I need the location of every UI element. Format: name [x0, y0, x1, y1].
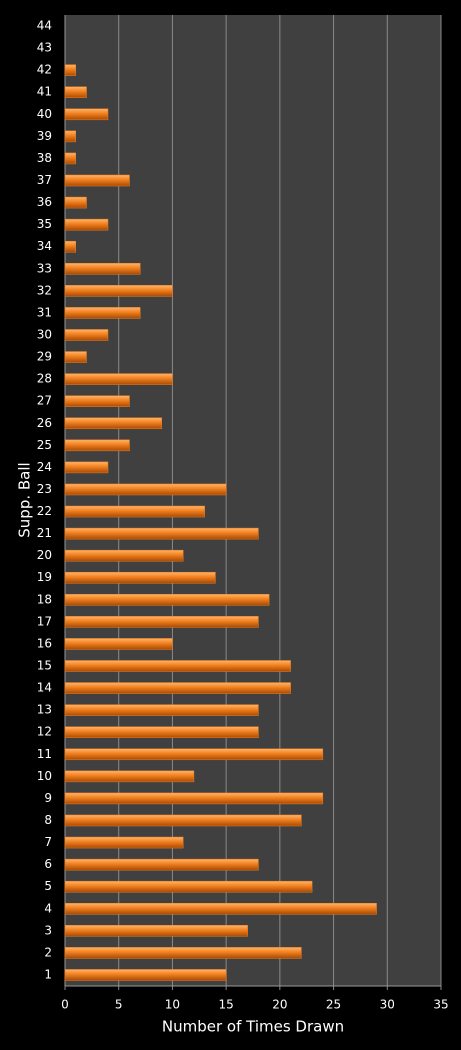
bar — [64, 726, 259, 738]
bar — [64, 64, 76, 76]
y-tick-label: 22 — [37, 504, 52, 518]
y-tick-label: 1 — [44, 967, 52, 981]
bar — [64, 549, 184, 562]
y-tick-label: 43 — [37, 41, 52, 55]
bar — [64, 616, 259, 628]
y-tick-label: 30 — [37, 327, 52, 341]
y-tick-label: 25 — [37, 438, 52, 452]
x-tick-label: 15 — [219, 998, 234, 1012]
bar — [64, 902, 377, 915]
bar — [64, 285, 173, 297]
y-tick-label: 6 — [44, 857, 52, 871]
bar — [64, 130, 76, 143]
x-tick-label: 5 — [115, 998, 123, 1012]
y-tick-label: 12 — [37, 725, 52, 739]
bar — [64, 263, 141, 275]
bar — [64, 174, 130, 187]
y-axis-title: Supp. Ball — [16, 462, 34, 537]
y-tick-label: 36 — [37, 195, 52, 209]
bar — [64, 483, 227, 496]
y-tick-label: 4 — [44, 901, 52, 915]
y-tick-label: 21 — [37, 526, 52, 540]
x-axis-title: Number of Times Drawn — [162, 1018, 344, 1036]
bar — [64, 947, 302, 959]
y-tick-label: 8 — [44, 813, 52, 827]
y-tick-label: 27 — [37, 394, 52, 408]
y-tick-label: 31 — [37, 305, 52, 319]
bar — [64, 240, 76, 253]
bar — [64, 86, 87, 99]
bar — [64, 505, 205, 518]
bar — [64, 880, 313, 893]
y-tick-label: 10 — [37, 769, 52, 783]
bar — [64, 682, 291, 694]
y-tick-label: 16 — [37, 636, 52, 650]
y-tick-label: 19 — [37, 570, 52, 584]
y-tick-label: 7 — [44, 835, 52, 849]
bar — [64, 836, 184, 849]
bar — [64, 814, 302, 827]
y-tick-label: 34 — [37, 239, 52, 253]
bar — [64, 660, 291, 672]
y-tick-label: 33 — [37, 261, 52, 275]
bar — [64, 638, 173, 650]
bar — [64, 152, 76, 165]
bar — [64, 196, 87, 209]
y-tick-label: 2 — [44, 945, 52, 959]
bar — [64, 373, 173, 385]
bar — [64, 461, 109, 474]
bar — [64, 351, 87, 363]
bar — [64, 925, 248, 937]
x-tick-label: 20 — [272, 998, 287, 1012]
bar — [64, 571, 216, 584]
y-tick-label: 37 — [37, 173, 52, 187]
y-tick-label: 23 — [37, 482, 52, 496]
y-tick-label: 13 — [37, 703, 52, 717]
y-tick-label: 26 — [37, 416, 52, 430]
y-tick-label: 35 — [37, 217, 52, 231]
y-tick-label: 28 — [37, 372, 52, 386]
y-tick-label: 40 — [37, 107, 52, 121]
bar — [64, 395, 130, 407]
bar — [64, 594, 270, 606]
bar — [64, 218, 109, 231]
y-tick-label: 39 — [37, 129, 52, 143]
y-tick-label: 20 — [37, 548, 52, 562]
y-tick-label: 14 — [37, 681, 52, 695]
y-tick-label: 38 — [37, 151, 52, 165]
y-tick-label: 42 — [37, 63, 52, 77]
y-tick-label: 29 — [37, 350, 52, 364]
bar — [64, 792, 324, 805]
bar — [64, 307, 141, 319]
bar — [64, 439, 130, 452]
y-tick-label: 5 — [44, 879, 52, 893]
y-tick-label: 15 — [37, 659, 52, 673]
bar — [64, 704, 259, 716]
y-tick-label: 44 — [37, 19, 52, 33]
y-tick-label: 3 — [44, 923, 52, 937]
bar — [64, 527, 259, 540]
bar — [64, 969, 227, 981]
x-tick-label: 25 — [326, 998, 341, 1012]
x-tick-label: 30 — [380, 998, 395, 1012]
bar — [64, 858, 259, 871]
y-tick-label: 32 — [37, 283, 52, 297]
y-tick-label: 24 — [37, 460, 52, 474]
x-tick-label: 0 — [61, 998, 69, 1012]
y-tick-label: 17 — [37, 614, 52, 628]
bar — [64, 770, 195, 783]
bar — [64, 108, 109, 121]
bar — [64, 417, 162, 430]
x-tick-label: 10 — [165, 998, 180, 1012]
bar — [64, 329, 109, 341]
x-tick-label: 35 — [433, 998, 448, 1012]
y-tick-label: 11 — [37, 747, 52, 761]
y-tick-label: 18 — [37, 592, 52, 606]
y-tick-label: 41 — [37, 85, 52, 99]
bar — [64, 748, 324, 761]
y-tick-label: 9 — [44, 791, 52, 805]
